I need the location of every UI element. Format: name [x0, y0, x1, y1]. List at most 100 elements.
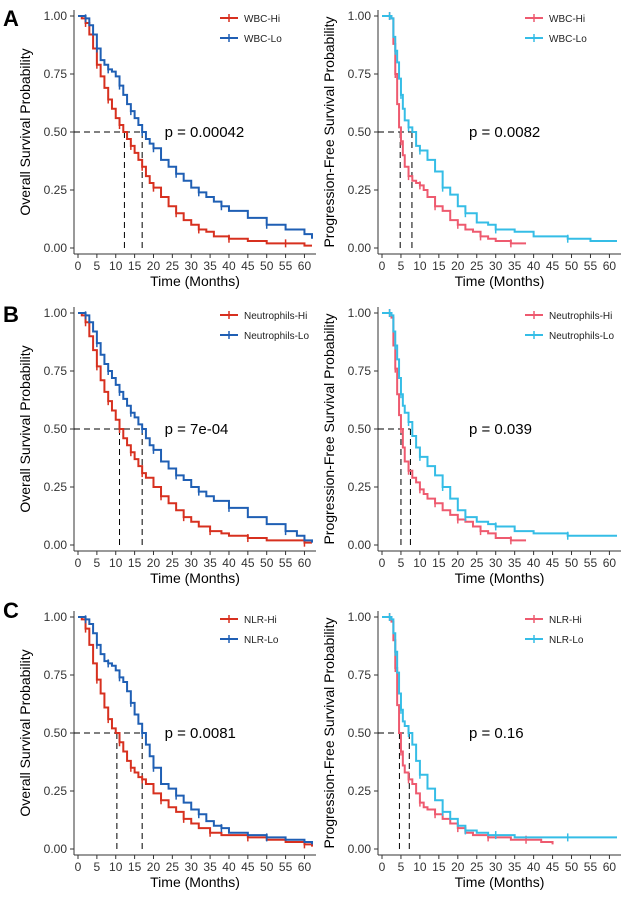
x-tick-label: 0: [75, 860, 82, 874]
y-tick-label: 0.00: [44, 538, 68, 552]
x-tick-label: 45: [546, 860, 560, 874]
x-tick-label: 60: [298, 860, 312, 874]
x-tick-label: 15: [432, 556, 446, 570]
x-tick-label: 30: [489, 259, 503, 273]
x-tick-label: 10: [109, 556, 123, 570]
x-tick-label: 35: [508, 556, 522, 570]
x-tick-label: 15: [128, 259, 142, 273]
x-tick-label: 20: [147, 259, 161, 273]
y-tick-label: 1.00: [348, 9, 372, 23]
x-tick-label: 40: [527, 860, 541, 874]
y-tick-label: 0.00: [348, 241, 372, 255]
x-tick-label: 45: [241, 860, 255, 874]
legend-label: Neutrophils-Hi: [244, 311, 307, 322]
p-value-label: p = 7e-04: [165, 421, 229, 438]
y-tick-label: 0.50: [348, 422, 372, 436]
p-value-label: p = 0.16: [469, 725, 524, 742]
x-tick-label: 10: [413, 860, 427, 874]
x-tick-label: 60: [603, 860, 617, 874]
x-tick-label: 40: [527, 259, 541, 273]
y-tick-label: 1.00: [44, 306, 68, 320]
y-tick-label: 0.50: [44, 125, 68, 139]
y-tick-label: 0.25: [348, 183, 372, 197]
x-tick-label: 50: [565, 860, 579, 874]
km-curve-wbc-lo: [382, 15, 617, 243]
y-axis-title: Overall Survival Probability: [17, 48, 33, 215]
y-axis-title: Overall Survival Probability: [17, 649, 33, 816]
y-tick-label: 0.25: [44, 784, 68, 798]
x-tick-label: 25: [166, 259, 180, 273]
x-tick-label: 25: [166, 556, 180, 570]
x-tick-label: 35: [203, 259, 217, 273]
x-tick-label: 50: [565, 556, 579, 570]
y-tick-label: 0.75: [44, 668, 68, 682]
x-axis-title: Time (Months): [455, 570, 545, 586]
y-tick-label: 0.50: [348, 726, 372, 740]
x-tick-label: 60: [298, 259, 312, 273]
km-curve-nlr-hi: [78, 616, 313, 847]
legend-label: Neutrophils-Lo: [244, 331, 309, 342]
x-tick-label: 15: [432, 860, 446, 874]
x-tick-label: 45: [546, 259, 560, 273]
x-tick-label: 60: [603, 556, 617, 570]
x-tick-label: 20: [147, 860, 161, 874]
km-panel-a-os: 0.00 0.25 0.50 0.75 1.00 0 5 10 15 20 25 30 35 40 45 50…: [17, 9, 316, 289]
x-tick-label: 20: [451, 556, 465, 570]
x-tick-label: 15: [432, 259, 446, 273]
x-tick-label: 25: [470, 860, 484, 874]
legend-label: WBC-Hi: [244, 14, 280, 25]
y-axis-title: Progression-Free Survival Probability: [321, 313, 337, 544]
km-curve-wbc-lo: [78, 15, 313, 239]
x-tick-label: 0: [379, 259, 386, 273]
y-tick-label: 0.25: [348, 480, 372, 494]
x-tick-label: 0: [75, 259, 82, 273]
x-tick-label: 35: [203, 556, 217, 570]
x-tick-label: 5: [398, 259, 405, 273]
x-tick-label: 40: [222, 259, 236, 273]
y-tick-label: 0.00: [348, 842, 372, 856]
x-tick-label: 30: [185, 556, 199, 570]
y-axis-title: Overall Survival Probability: [17, 345, 33, 512]
y-axis-title: Progression-Free Survival Probability: [321, 16, 337, 247]
legend-label: NLR-Hi: [244, 615, 277, 626]
x-tick-label: 30: [185, 259, 199, 273]
x-tick-label: 5: [94, 259, 101, 273]
x-tick-label: 50: [260, 556, 274, 570]
x-tick-label: 15: [128, 860, 142, 874]
x-tick-label: 50: [565, 259, 579, 273]
km-curve-neutrophils-hi: [78, 312, 312, 544]
legend-label: WBC-Hi: [549, 14, 585, 25]
x-tick-label: 30: [489, 860, 503, 874]
x-tick-label: 40: [222, 860, 236, 874]
x-tick-label: 55: [279, 556, 293, 570]
x-tick-label: 10: [413, 259, 427, 273]
legend-label: Neutrophils-Lo: [549, 331, 614, 342]
legend-label: NLR-Lo: [244, 635, 279, 646]
x-tick-label: 40: [222, 556, 236, 570]
panel-letter-b: B: [3, 302, 19, 327]
y-tick-label: 1.00: [348, 306, 372, 320]
km-panel-a-pfs: 0.00 0.25 0.50 0.75 1.00 0 5 10 15 20 25 30 35 40 45 50…: [321, 9, 621, 289]
x-tick-label: 5: [94, 556, 101, 570]
x-tick-label: 0: [379, 860, 386, 874]
p-value-label: p = 0.00042: [165, 124, 245, 141]
x-tick-label: 10: [109, 259, 123, 273]
x-tick-label: 20: [451, 259, 465, 273]
km-panel-c-pfs: 0.00 0.25 0.50 0.75 1.00 0 5 10 15 20 25 30 35 40 45 50…: [321, 610, 621, 890]
x-tick-label: 35: [203, 860, 217, 874]
p-value-label: p = 0.039: [469, 421, 532, 438]
x-tick-label: 55: [584, 860, 598, 874]
y-tick-label: 0.25: [348, 784, 372, 798]
x-tick-label: 5: [94, 860, 101, 874]
panel-letter-a: A: [3, 6, 19, 31]
legend-label: WBC-Lo: [549, 34, 587, 45]
y-tick-label: 0.75: [44, 67, 68, 81]
x-tick-label: 45: [241, 259, 255, 273]
x-tick-label: 5: [398, 556, 405, 570]
x-axis-title: Time (Months): [455, 874, 545, 890]
x-tick-label: 35: [508, 860, 522, 874]
x-axis-title: Time (Months): [150, 874, 240, 890]
x-tick-label: 25: [166, 860, 180, 874]
x-axis-title: Time (Months): [150, 570, 240, 586]
